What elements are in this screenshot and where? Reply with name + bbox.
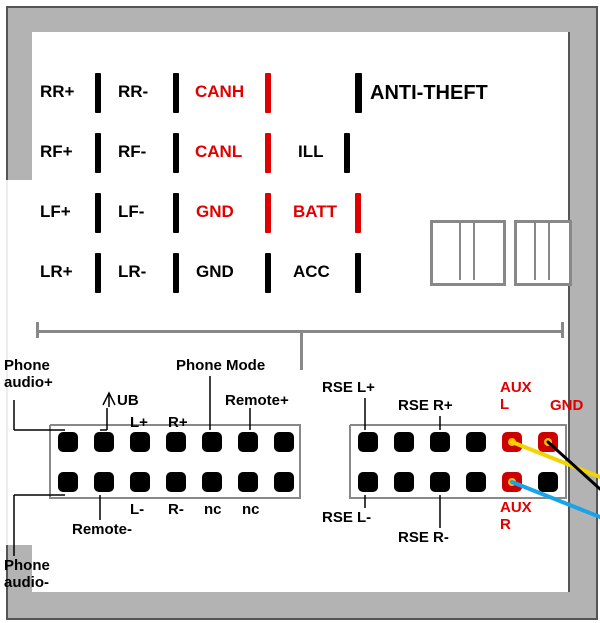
pinout-diagram: RR+RR-CANHANTI-THEFTRF+RF-CANLILLLF+LF-G… xyxy=(0,0,600,623)
aux-wires xyxy=(0,0,600,623)
